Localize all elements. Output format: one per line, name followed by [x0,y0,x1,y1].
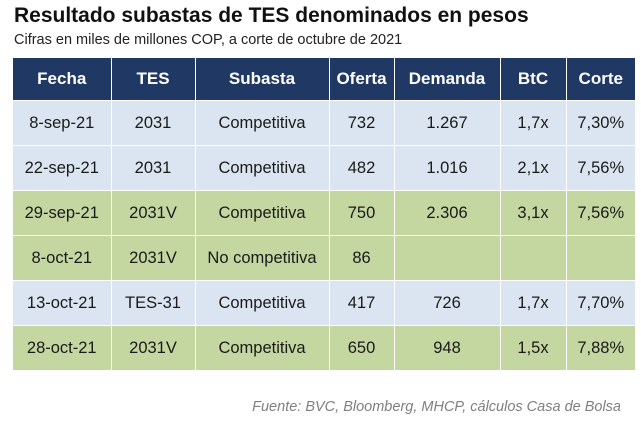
cell-oferta: 750 [329,190,395,236]
cell-btc: 1,5x [500,325,567,370]
cell-demanda: 2.306 [394,190,501,236]
table-row: 28-oct-21 2031V Competitiva 650 948 1,5x… [13,325,635,370]
header-oferta: Oferta [329,58,395,101]
cell-btc: 1,7x [500,280,567,326]
cell-btc: 3,1x [500,190,567,236]
header-btc: BtC [500,58,567,101]
cell-corte: 7,56% [566,190,635,236]
cell-corte: 7,30% [566,100,635,146]
header-subasta: Subasta [195,58,330,101]
cell-tes: 2031 [111,100,196,146]
header-corte: Corte [566,58,635,101]
cell-fecha: 8-oct-21 [13,235,112,281]
cell-demanda: 726 [394,280,501,326]
cell-oferta: 417 [329,280,395,326]
cell-oferta: 482 [329,145,395,191]
header-demanda: Demanda [394,58,501,101]
cell-subasta: Competitiva [195,145,330,191]
table-row: 22-sep-21 2031 Competitiva 482 1.016 2,1… [13,145,635,191]
cell-demanda: 948 [394,325,501,370]
header-fecha: Fecha [13,58,112,101]
cell-demanda: 1.267 [394,100,501,146]
cell-tes: 2031V [111,235,196,281]
cell-subasta: Competitiva [195,190,330,236]
cell-demanda [394,235,501,281]
cell-btc: 1,7x [500,100,567,146]
cell-corte [566,235,635,281]
table-header-row: Fecha TES Subasta Oferta Demanda BtC Cor… [13,58,635,101]
cell-tes: 2031V [111,325,196,370]
cell-oferta: 86 [329,235,395,281]
cell-tes: 2031V [111,190,196,236]
cell-fecha: 22-sep-21 [13,145,112,191]
table-row: 8-sep-21 2031 Competitiva 732 1.267 1,7x… [13,100,635,146]
page-subtitle: Cifras en miles de millones COP, a corte… [14,32,403,48]
page-title: Resultado subastas de TES denominados en… [14,4,529,27]
cell-corte: 7,70% [566,280,635,326]
cell-tes: TES-31 [111,280,196,326]
cell-subasta: No competitiva [195,235,330,281]
cell-corte: 7,56% [566,145,635,191]
cell-corte: 7,88% [566,325,635,370]
cell-fecha: 29-sep-21 [13,190,112,236]
cell-subasta: Competitiva [195,280,330,326]
cell-subasta: Competitiva [195,325,330,370]
cell-fecha: 13-oct-21 [13,280,112,326]
cell-fecha: 8-sep-21 [13,100,112,146]
table-row: 29-sep-21 2031V Competitiva 750 2.306 3,… [13,190,635,236]
header-tes: TES [111,58,196,101]
cell-oferta: 732 [329,100,395,146]
cell-btc [500,235,567,281]
source-note: Fuente: BVC, Bloomberg, MHCP, cálculos C… [252,399,621,415]
table-row: 13-oct-21 TES-31 Competitiva 417 726 1,7… [13,280,635,326]
cell-btc: 2,1x [500,145,567,191]
cell-subasta: Competitiva [195,100,330,146]
table-row: 8-oct-21 2031V No competitiva 86 [13,235,635,281]
cell-oferta: 650 [329,325,395,370]
cell-fecha: 28-oct-21 [13,325,112,370]
cell-tes: 2031 [111,145,196,191]
auction-results-table: Fecha TES Subasta Oferta Demanda BtC Cor… [13,58,635,370]
cell-demanda: 1.016 [394,145,501,191]
